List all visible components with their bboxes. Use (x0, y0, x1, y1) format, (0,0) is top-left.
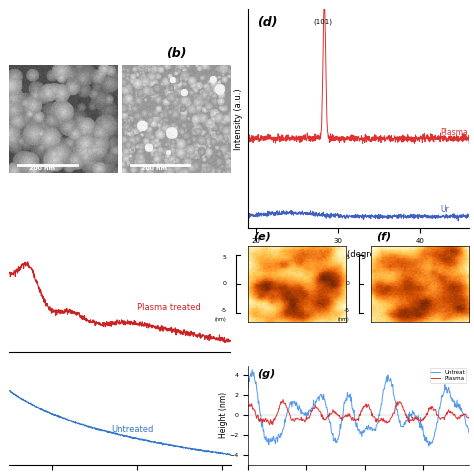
Untreat (246, 385, 251, 391)
Text: Untreated: Untreated (111, 425, 154, 434)
Text: -5: -5 (343, 308, 349, 313)
Text: 0: 0 (223, 281, 227, 286)
Untreat (273, 441, 278, 447)
Untreat (249, 367, 255, 373)
X-axis label: 2θ (degree): 2θ (degree) (334, 249, 383, 258)
Text: 5: 5 (223, 255, 227, 260)
Y-axis label: Height (nm): Height (nm) (219, 392, 228, 438)
Text: (nm): (nm) (337, 317, 349, 322)
Text: 0: 0 (346, 281, 349, 286)
Plasma (246, 403, 251, 409)
Legend: Untreat, Plasma: Untreat, Plasma (429, 368, 466, 383)
Text: (101): (101) (313, 18, 332, 25)
Text: 200 nm: 200 nm (29, 166, 55, 171)
Text: (e): (e) (253, 231, 271, 241)
Untreat (385, 372, 391, 378)
Untreat (426, 443, 432, 449)
Text: 200 nm: 200 nm (141, 166, 167, 171)
Plasma (280, 397, 286, 402)
Untreat (466, 430, 472, 436)
Line: Plasma: Plasma (248, 400, 469, 425)
Text: (g): (g) (257, 369, 275, 379)
Plasma (385, 419, 391, 424)
Text: (d): (d) (257, 16, 278, 29)
Plasma (466, 416, 472, 422)
Plasma (319, 414, 324, 419)
Plasma (407, 417, 413, 423)
Text: 5: 5 (346, 255, 349, 260)
Text: (nm): (nm) (215, 317, 227, 322)
Plasma (273, 414, 278, 420)
Untreat (405, 411, 411, 417)
Line: Untreat: Untreat (248, 370, 469, 446)
Plasma (334, 412, 340, 418)
Text: Plasma: Plasma (441, 128, 468, 137)
Y-axis label: Intensity (a.u.): Intensity (a.u.) (234, 88, 243, 150)
Untreat (407, 409, 412, 415)
Plasma (267, 422, 273, 428)
Text: (b): (b) (166, 47, 187, 60)
Text: Ur: Ur (441, 205, 449, 214)
Text: (f): (f) (376, 231, 391, 241)
Plasma (406, 415, 412, 421)
Untreat (333, 438, 339, 444)
Text: -5: -5 (220, 308, 227, 313)
Text: Plasma treated: Plasma treated (137, 303, 201, 312)
Untreat (318, 392, 324, 397)
